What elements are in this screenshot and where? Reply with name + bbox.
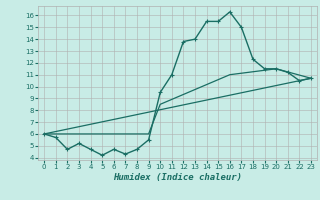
- X-axis label: Humidex (Indice chaleur): Humidex (Indice chaleur): [113, 173, 242, 182]
